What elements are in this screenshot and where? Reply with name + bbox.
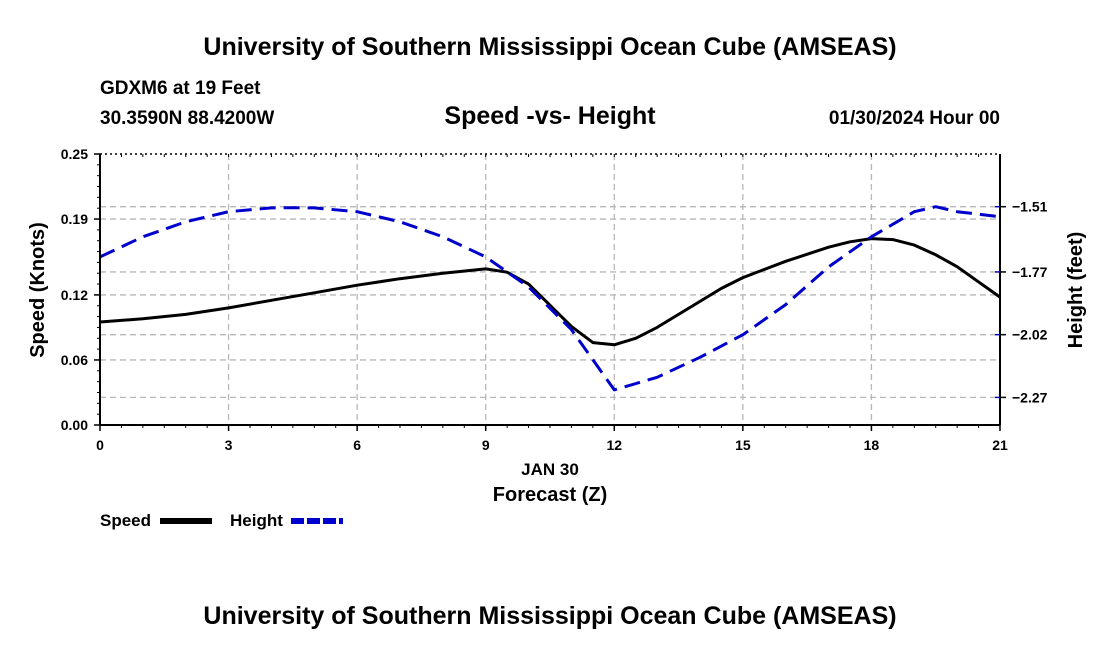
y2-tick-label: −1.77 (1012, 264, 1048, 280)
series-layer (99, 205, 1001, 392)
x-tick-label: 3 (225, 437, 233, 453)
y-tick-label: 0.19 (61, 211, 88, 227)
x-tick-label: 21 (992, 437, 1008, 453)
x-tick-label: 12 (606, 437, 622, 453)
series-line-speed (99, 237, 1001, 347)
y2-tick-label: −2.27 (1012, 389, 1048, 405)
x-tick-label: 18 (864, 437, 880, 453)
grid-lines (100, 154, 1000, 425)
plot-frame (99, 153, 1001, 426)
y-tick-label: 0.06 (61, 352, 88, 368)
axis-ticks: 0 3 6 9 12 15 18 21 0.00 0.06 0.12 0.19 0.25 −1.51 −1.… (61, 146, 1048, 453)
x-tick-label: 15 (735, 437, 751, 453)
x-tick-label: 0 (96, 437, 104, 453)
y-axis-label: Speed (Knots) (27, 222, 49, 358)
x-tick-label: 9 (482, 437, 490, 453)
y-tick-label: 0.25 (61, 146, 88, 162)
legend-speed-label: Speed (100, 511, 151, 530)
y2-axis-label: Height (feet) (1065, 232, 1087, 349)
y2-tick-label: −1.51 (1012, 199, 1048, 215)
y-tick-label: 0.12 (61, 287, 88, 303)
chart-subtitle: Speed -vs- Height (444, 102, 656, 130)
x-axis-label: Forecast (Z) (493, 484, 607, 506)
coordinates-label: 30.3590N 88.4200W (100, 108, 274, 129)
footer-title: University of Southern Mississippi Ocean… (203, 602, 896, 630)
y2-tick-label: −2.02 (1012, 327, 1048, 343)
chart-header-title: University of Southern Mississippi Ocean… (203, 33, 896, 61)
legend-height-label: Height (230, 511, 283, 530)
legend: Speed Height (100, 511, 343, 530)
x-tick-label: 6 (353, 437, 361, 453)
series-line-height (99, 205, 1001, 392)
x-date-label: JAN 30 (521, 460, 579, 479)
forecast-datetime: 01/30/2024 Hour 00 (829, 108, 1000, 129)
station-label: GDXM6 at 19 Feet (100, 78, 261, 99)
y-tick-label: 0.00 (61, 417, 88, 433)
